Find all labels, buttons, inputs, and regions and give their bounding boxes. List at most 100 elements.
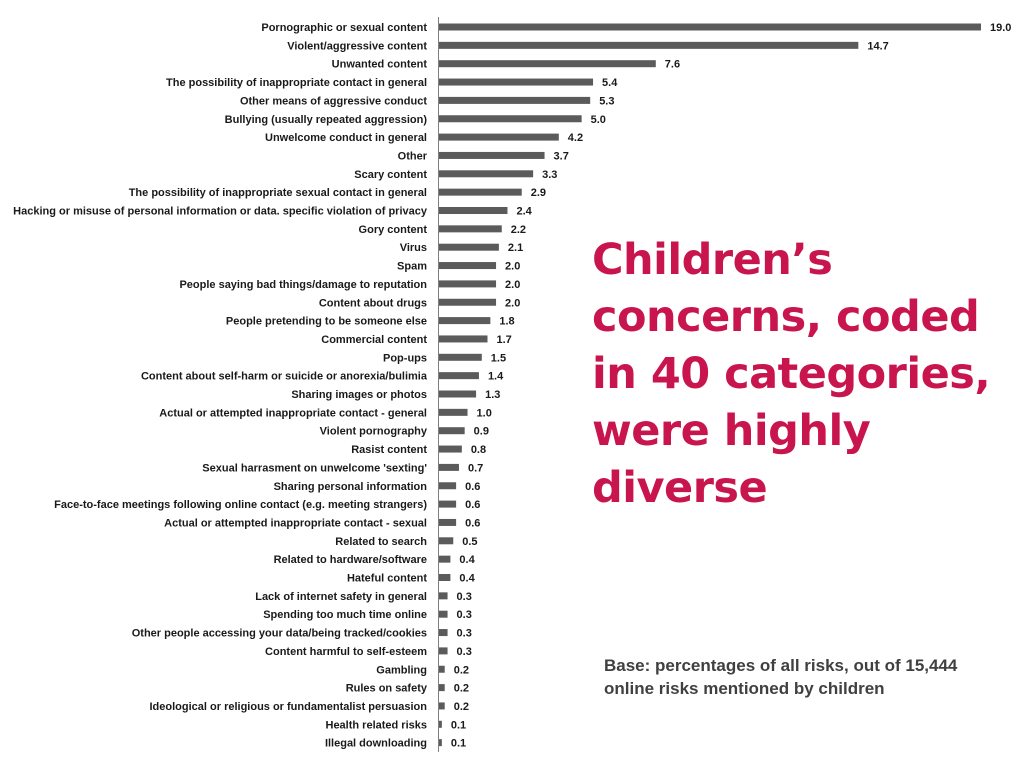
value-label-29: 0.4 — [459, 554, 475, 566]
category-label-24: Sexual harrasment on unwelcome 'sexting' — [202, 462, 427, 474]
category-label-32: Spending too much time online — [263, 609, 427, 621]
value-label-30: 0.4 — [459, 573, 475, 585]
category-label-8: Scary content — [354, 169, 427, 181]
value-label-19: 1.4 — [488, 371, 504, 383]
bar-4 — [439, 96, 591, 104]
bar-21 — [439, 408, 468, 416]
value-label-18: 1.5 — [491, 352, 506, 364]
value-label-11: 2.2 — [511, 224, 526, 236]
category-label-5: Bullying (usually repeated aggression) — [225, 114, 428, 126]
category-label-17: Commercial content — [321, 334, 427, 346]
value-label-15: 2.0 — [505, 297, 520, 309]
value-label-35: 0.2 — [454, 664, 469, 676]
category-label-15: Content about drugs — [319, 297, 427, 309]
value-label-24: 0.7 — [468, 462, 483, 474]
base-note: Base: percentages of all risks, out of 1… — [604, 656, 958, 698]
value-label-34: 0.3 — [457, 646, 472, 658]
category-labels: Pornographic or sexual content Violent/ag… — [13, 22, 428, 750]
category-label-10: Hacking or misuse of personal informatio… — [13, 206, 428, 218]
bar-9 — [439, 188, 522, 196]
category-label-29: Related to hardware/software — [274, 554, 427, 566]
value-label-39: 0.1 — [451, 738, 466, 750]
value-label-14: 2.0 — [505, 279, 520, 291]
bar-38 — [439, 720, 442, 728]
bar-14 — [439, 280, 497, 288]
bar-23 — [439, 445, 462, 453]
category-label-34: Content harmful to self-esteem — [265, 646, 427, 658]
value-label-17: 1.7 — [496, 334, 511, 346]
bar-19 — [439, 372, 479, 380]
value-label-8: 3.3 — [542, 169, 557, 181]
bar-15 — [439, 298, 497, 306]
bar-37 — [439, 702, 445, 710]
value-label-10: 2.4 — [516, 206, 532, 218]
value-label-5: 5.0 — [591, 114, 606, 126]
value-labels: 19.0 14.7 7.6 5.4 5.3 5.0 4.2 3.7 3.3 2.9 2.4 2.2 2.… — [451, 22, 1012, 750]
category-label-7: Other — [398, 150, 428, 162]
bar-36 — [439, 684, 445, 692]
value-label-7: 3.7 — [554, 150, 569, 162]
bar-27 — [439, 518, 457, 526]
category-label-26: Face-to-face meetings following online c… — [54, 499, 427, 511]
bar-18 — [439, 353, 482, 361]
bar-2 — [439, 60, 656, 68]
category-label-30: Hateful content — [347, 573, 427, 585]
bar-35 — [439, 665, 445, 673]
value-label-36: 0.2 — [454, 683, 469, 695]
category-label-25: Sharing personal information — [274, 481, 428, 493]
bar-11 — [439, 225, 502, 233]
bar-7 — [439, 151, 545, 159]
bar-0 — [439, 23, 981, 31]
bar-22 — [439, 427, 465, 435]
bar-8 — [439, 170, 534, 178]
bar-3 — [439, 78, 594, 86]
bar-16 — [439, 317, 491, 325]
category-label-21: Actual or attempted inappropriate contac… — [159, 407, 427, 419]
category-label-3: The possibility of inappropriate contact… — [166, 77, 427, 89]
value-label-3: 5.4 — [602, 77, 618, 89]
bar-5 — [439, 115, 582, 123]
value-label-27: 0.6 — [465, 517, 480, 529]
category-label-4: Other means of aggressive conduct — [240, 95, 427, 107]
category-label-39: Illegal downloading — [325, 738, 427, 750]
value-label-0: 19.0 — [990, 22, 1011, 34]
value-label-16: 1.8 — [499, 316, 514, 328]
bar-28 — [439, 537, 454, 545]
category-label-19: Content about self-harm or suicide or an… — [141, 371, 428, 383]
value-label-33: 0.3 — [457, 628, 472, 640]
value-label-4: 5.3 — [599, 95, 614, 107]
category-label-12: Virus — [400, 242, 427, 254]
category-label-14: People saying bad things/damage to reput… — [179, 279, 427, 291]
bar-33 — [439, 629, 448, 637]
category-label-9: The possibility of inappropriate sexual … — [129, 187, 427, 199]
value-label-2: 7.6 — [665, 59, 680, 71]
bar-20 — [439, 390, 477, 398]
value-label-9: 2.9 — [531, 187, 546, 199]
bar-13 — [439, 262, 497, 270]
category-label-18: Pop-ups — [383, 352, 427, 364]
category-label-11: Gory content — [359, 224, 428, 236]
value-label-12: 2.1 — [508, 242, 523, 254]
bar-10 — [439, 207, 508, 214]
category-label-13: Spam — [397, 261, 427, 273]
bar-6 — [439, 133, 559, 141]
bar-29 — [439, 555, 451, 563]
bar-12 — [439, 243, 499, 251]
value-label-23: 0.8 — [471, 444, 486, 456]
bar-34 — [439, 647, 448, 655]
category-label-35: Gambling — [376, 664, 427, 676]
bar-30 — [439, 574, 451, 581]
bar-39 — [439, 739, 442, 747]
category-label-36: Rules on safety — [346, 683, 428, 695]
value-label-32: 0.3 — [457, 609, 472, 621]
bar-32 — [439, 610, 448, 618]
value-label-37: 0.2 — [454, 701, 469, 713]
category-label-6: Unwelcome conduct in general — [265, 132, 427, 144]
bar-31 — [439, 592, 448, 600]
bar-17 — [439, 335, 488, 343]
value-label-6: 4.2 — [568, 132, 583, 144]
category-label-38: Health related risks — [326, 719, 428, 731]
headline: Children’s concerns, coded in 40 categor… — [592, 235, 991, 513]
category-label-33: Other people accessing your data/being t… — [132, 628, 427, 640]
